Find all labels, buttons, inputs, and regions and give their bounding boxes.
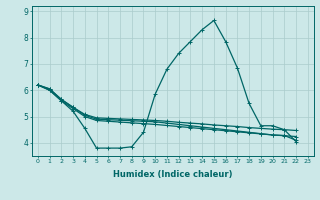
X-axis label: Humidex (Indice chaleur): Humidex (Indice chaleur) xyxy=(113,170,233,179)
